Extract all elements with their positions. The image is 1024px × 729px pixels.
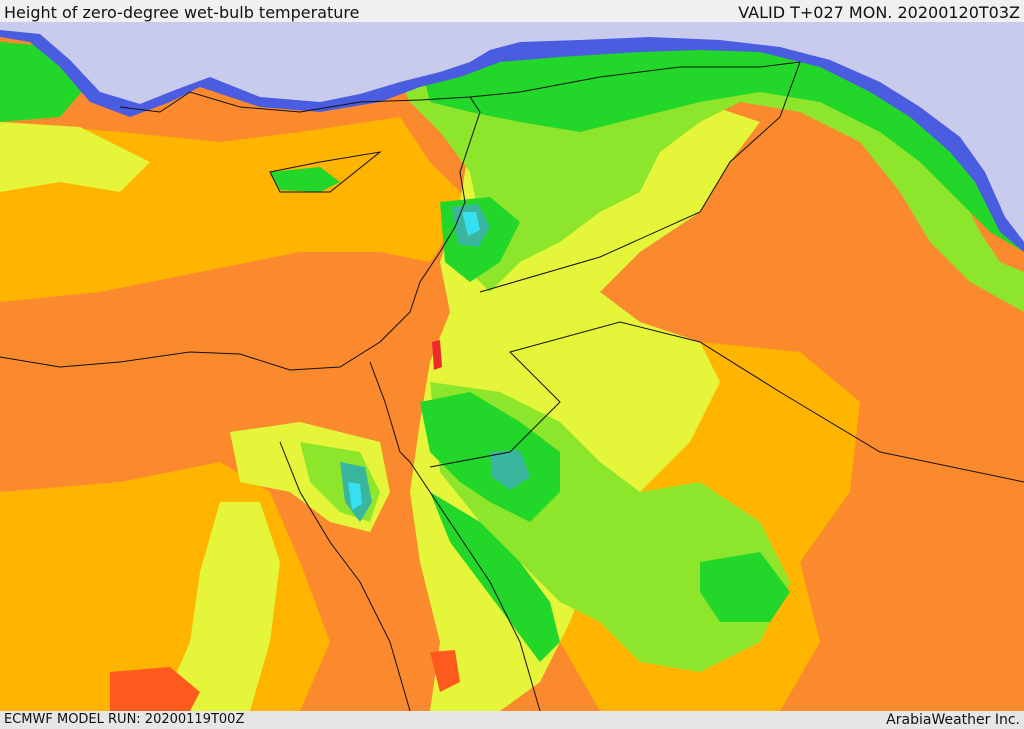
field-green-hejaz	[430, 492, 560, 662]
field-cyan-lebanon	[462, 212, 480, 236]
model-run-label: ECMWF MODEL RUN: 20200119T00Z	[4, 712, 245, 727]
header-bar: Height of zero-degree wet-bulb temperatu…	[0, 0, 1024, 22]
field-cold-north	[0, 22, 1024, 242]
borders	[0, 61, 1024, 711]
field-green-north	[420, 42, 1024, 252]
wet-bulb-map-graphic	[0, 22, 1024, 711]
valid-time: VALID T+027 MON. 20200120T03Z	[738, 3, 1020, 22]
map-title: Height of zero-degree wet-bulb temperatu…	[4, 3, 360, 22]
field-cyan-sinai	[348, 482, 362, 510]
coastline-red-sea-east	[409, 461, 541, 711]
coastline-south-mediterranean	[0, 96, 481, 371]
border-egypt-israel	[369, 361, 411, 463]
field-red-orange-libya	[110, 667, 200, 711]
field-green-cyprus	[270, 167, 340, 192]
field-red-orange-sudan	[430, 650, 460, 692]
coastline-red-sea-west	[279, 441, 411, 711]
border-iraq	[479, 61, 801, 293]
field-red-deadsea	[432, 340, 442, 370]
field-yellow-green-west	[0, 122, 150, 192]
coastline-cyprus	[269, 151, 382, 193]
provider-credit: ArabiaWeather Inc.	[886, 712, 1020, 728]
footer-bar: ECMWF MODEL RUN: 20200119T00Z ArabiaWeat…	[0, 711, 1024, 729]
field-green-central	[700, 552, 790, 622]
coastline-turkey	[119, 61, 801, 113]
field-green-arabia	[420, 392, 560, 522]
border-jordan-saudi	[429, 321, 1024, 483]
field-teal-jordan	[490, 450, 530, 490]
weather-map	[0, 22, 1024, 711]
field-yellow-green-nile	[160, 502, 280, 711]
